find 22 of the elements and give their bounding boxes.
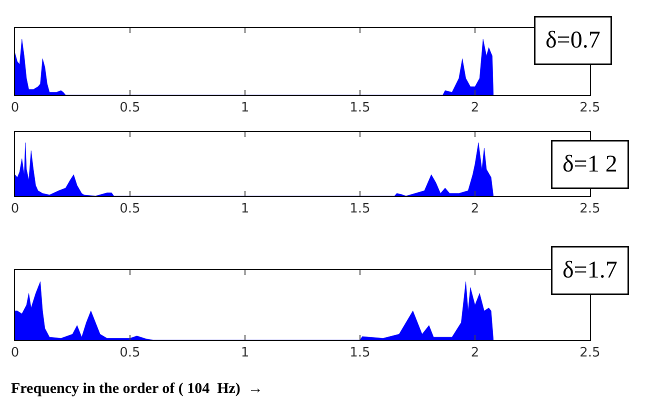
annotation: δ=1 2: [562, 152, 618, 178]
x-tick-label: 0: [10, 202, 20, 217]
x-tick-label: 2: [470, 346, 480, 361]
x-tick-label: 0.5: [120, 202, 140, 217]
x-tick-label: 1: [240, 202, 250, 217]
x-tick-label: 0: [10, 346, 20, 361]
x-tick-label: 2: [470, 100, 480, 116]
x-axis-title: Frequency in the order of ( 104 Hz) →: [11, 381, 263, 397]
x-tick-label: 2.5: [580, 202, 600, 217]
x-tick-label: 0.5: [120, 346, 140, 361]
x-tick-label: 1: [240, 346, 250, 361]
annotation: δ=1.7: [562, 258, 618, 284]
x-tick-label: 2: [470, 202, 480, 217]
x-tick-label: 0: [10, 100, 20, 116]
annotation: δ=0.7: [546, 28, 600, 54]
x-tick-label: 0.5: [120, 100, 140, 116]
x-tick-label: 1: [240, 100, 250, 116]
x-tick-label: 2.5: [580, 100, 600, 116]
x-tick-label: 1.5: [350, 346, 370, 361]
x-tick-label: 2.5: [580, 346, 600, 361]
x-tick-label: 1.5: [350, 202, 370, 217]
x-tick-label: 1.5: [350, 100, 370, 116]
